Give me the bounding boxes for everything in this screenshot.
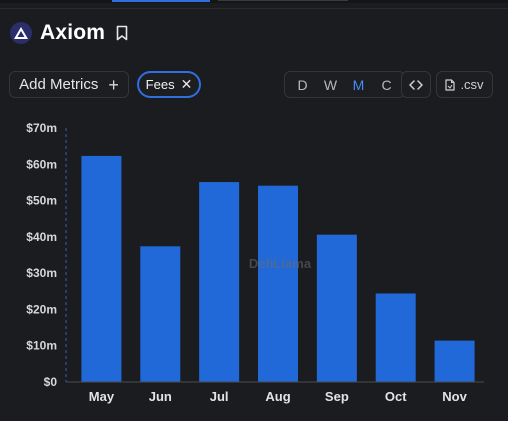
axiom-logo-icon xyxy=(10,22,32,44)
y-tick-label: $40m xyxy=(26,230,57,244)
add-metrics-button[interactable]: Add Metrics + xyxy=(9,71,129,98)
y-tick-label: $70m xyxy=(26,121,57,135)
download-csv-button[interactable]: .csv xyxy=(436,71,493,98)
x-tick-label: Nov xyxy=(442,389,467,404)
bar-may[interactable] xyxy=(81,155,122,382)
y-tick-label: $0 xyxy=(44,375,58,389)
bar-jun[interactable] xyxy=(140,246,181,382)
y-tick-label: $20m xyxy=(26,302,57,316)
filter-chip-fees[interactable]: Fees ✕ xyxy=(137,71,201,98)
bookmark-icon[interactable] xyxy=(115,25,129,41)
y-tick-label: $60m xyxy=(26,157,57,171)
x-tick-label: Jul xyxy=(210,389,229,404)
app-title: Axiom xyxy=(40,21,106,44)
fees-bar-chart: $0 $10m $20m $30m $40m $50m $60m $70m May Jun Jul… xyxy=(0,110,508,420)
bar-series xyxy=(81,155,475,382)
period-cumulative[interactable]: C xyxy=(381,76,392,93)
add-metrics-label: Add Metrics xyxy=(19,76,99,93)
close-icon[interactable]: ✕ xyxy=(180,76,193,92)
y-tick-label: $30m xyxy=(26,266,57,280)
bar-aug[interactable] xyxy=(258,185,298,382)
code-icon xyxy=(409,79,423,90)
period-selector: D W M C xyxy=(284,71,405,98)
x-tick-label: Jun xyxy=(149,389,172,404)
y-tick-label: $10m xyxy=(26,339,57,353)
period-weekly[interactable]: W xyxy=(323,76,338,93)
x-tick-label: Oct xyxy=(385,389,407,404)
tab-divider xyxy=(218,0,348,1)
period-daily[interactable]: D xyxy=(297,76,308,93)
x-tick-label: May xyxy=(89,389,115,404)
y-axis: $0 $10m $20m $30m $40m $50m $60m $70m xyxy=(26,121,67,389)
y-tick-label: $50m xyxy=(26,194,57,208)
filter-chip-label: Fees xyxy=(145,77,175,92)
x-axis: May Jun Jul Aug Sep Oct Nov xyxy=(66,381,484,404)
x-tick-label: Aug xyxy=(265,389,290,404)
bar-sep[interactable] xyxy=(316,234,357,382)
csv-label: .csv xyxy=(460,77,484,92)
toolbar: Add Metrics + Fees ✕ D W M C .csv xyxy=(9,71,499,100)
bar-oct[interactable] xyxy=(375,293,416,382)
bar-jul[interactable] xyxy=(199,182,240,382)
panel-header: Axiom xyxy=(10,20,129,46)
plus-icon: + xyxy=(108,74,119,95)
bar-nov[interactable] xyxy=(434,340,475,382)
embed-code-button[interactable] xyxy=(401,71,431,98)
watermark: DefiLlama xyxy=(249,256,312,271)
period-monthly[interactable]: M xyxy=(352,76,365,93)
active-tab-indicator xyxy=(112,0,210,2)
x-tick-label: Sep xyxy=(325,389,349,404)
top-strip xyxy=(0,0,508,3)
chart-canvas: $0 $10m $20m $30m $40m $50m $60m $70m May Jun Jul… xyxy=(26,121,484,404)
file-icon xyxy=(445,78,456,91)
